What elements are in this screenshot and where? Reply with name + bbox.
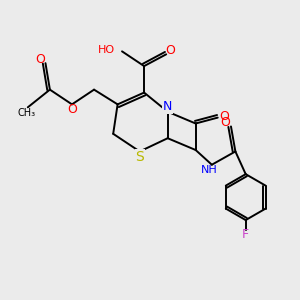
- Text: O: O: [67, 103, 77, 116]
- Text: O: O: [35, 53, 45, 66]
- Text: S: S: [135, 150, 144, 164]
- Text: N: N: [163, 100, 172, 113]
- Text: O: O: [221, 116, 231, 128]
- Text: O: O: [166, 44, 176, 57]
- Text: HO: HO: [98, 45, 115, 55]
- Text: O: O: [219, 110, 229, 123]
- Text: CH₃: CH₃: [17, 108, 35, 118]
- Text: NH: NH: [200, 165, 217, 175]
- Text: F: F: [242, 228, 249, 241]
